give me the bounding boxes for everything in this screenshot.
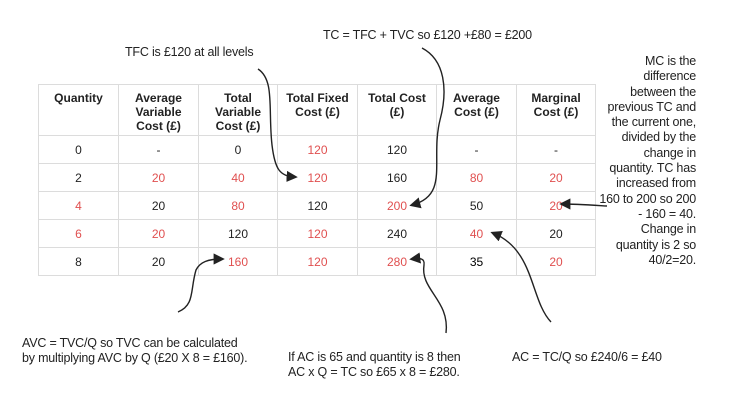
header-average-variable-cost: Average Variable Cost (£) xyxy=(118,84,199,136)
table-cell: 40 xyxy=(436,219,517,248)
table-cell: 80 xyxy=(198,191,278,220)
header-row: Quantity Average Variable Cost (£) Total Va… xyxy=(38,84,596,136)
table-cell: 200 xyxy=(357,191,437,220)
table-cell: 160 xyxy=(357,163,437,192)
table-cell: 120 xyxy=(277,135,358,164)
cost-table: Quantity Average Variable Cost (£) Total Va… xyxy=(38,84,596,276)
annotation-avc: AVC = TVC/Q so TVC can be calculated by … xyxy=(22,336,248,366)
table-cell: 0 xyxy=(38,135,119,164)
table-cell: 0 xyxy=(198,135,278,164)
table-cell: - xyxy=(118,135,199,164)
table-cell: 20 xyxy=(516,219,596,248)
table-cell: 120 xyxy=(357,135,437,164)
table-row: 2 20 40 120 160 80 20 xyxy=(38,163,596,192)
table-row: 6 20 120 120 240 40 20 xyxy=(38,219,596,248)
table-cell: 120 xyxy=(277,191,358,220)
table-cell: 4 xyxy=(38,191,119,220)
annotation-avc-line1: AVC = TVC/Q so TVC can be calculated xyxy=(22,336,238,350)
annotation-ac65-line1: If AC is 65 and quantity is 8 then xyxy=(288,350,461,364)
table-cell: 20 xyxy=(516,163,596,192)
annotation-ac65: If AC is 65 and quantity is 8 then AC x … xyxy=(288,350,461,380)
table-cell: 20 xyxy=(118,163,199,192)
annotation-tc: TC = TFC + TVC so £120 +£80 = £200 xyxy=(323,28,532,42)
table-cell: 50 xyxy=(436,191,517,220)
annotation-avc-line2: by multiplying AVC by Q (£20 X 8 = £160)… xyxy=(22,351,248,365)
table-row: 4 20 80 120 200 50 20 xyxy=(38,191,596,220)
table-cell: 6 xyxy=(38,219,119,248)
table-cell: - xyxy=(436,135,517,164)
header-total-cost: Total Cost (£) xyxy=(357,84,437,136)
table-cell: 20 xyxy=(118,219,199,248)
annotation-ac: AC = TC/Q so £240/6 = £40 xyxy=(512,350,662,364)
table-cell: 40 xyxy=(198,163,278,192)
table-cell: 35 xyxy=(436,247,517,276)
header-average-cost: Average Cost (£) xyxy=(436,84,517,136)
table-cell: 280 xyxy=(357,247,437,276)
table-cell: 120 xyxy=(277,247,358,276)
table-cell: 120 xyxy=(277,219,358,248)
table-cell: 20 xyxy=(118,191,199,220)
annotation-tfc: TFC is £120 at all levels xyxy=(125,45,254,59)
table-cell: 120 xyxy=(277,163,358,192)
annotation-mc: MC is the difference between the previou… xyxy=(599,54,696,267)
annotation-ac65-line2: AC x Q = TC so £65 x 8 = £280. xyxy=(288,365,460,379)
table-cell: 2 xyxy=(38,163,119,192)
header-total-variable-cost: Total Variable Cost (£) xyxy=(198,84,278,136)
table-cell: 80 xyxy=(436,163,517,192)
table-cell: 120 xyxy=(198,219,278,248)
header-quantity: Quantity xyxy=(38,84,119,136)
header-total-fixed-cost: Total Fixed Cost (£) xyxy=(277,84,358,136)
table-cell: 8 xyxy=(38,247,119,276)
table-cell: 20 xyxy=(118,247,199,276)
table-cell: 20 xyxy=(516,247,596,276)
table-row: 0-0 120 120- - xyxy=(38,135,596,164)
table-row: 8 20 160 120 280 35 20 xyxy=(38,247,596,276)
header-marginal-cost: Marginal Cost (£) xyxy=(516,84,596,136)
table-cell: - xyxy=(516,135,596,164)
table-cell: 240 xyxy=(357,219,437,248)
table-cell: 20 xyxy=(516,191,596,220)
table-cell: 160 xyxy=(198,247,278,276)
